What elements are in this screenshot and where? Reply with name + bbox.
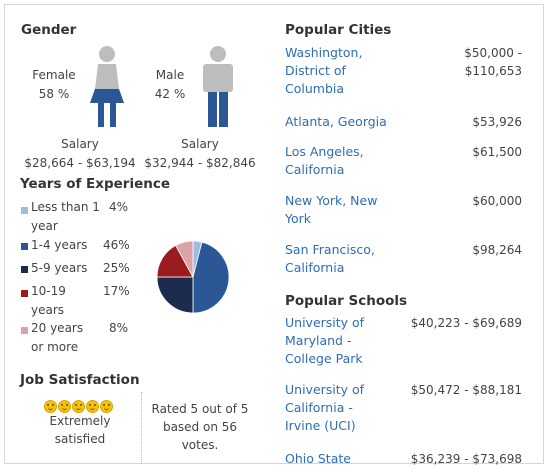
male-figure-icon	[203, 46, 233, 127]
school-name-line: University of	[285, 382, 365, 397]
city-name-line: District of	[285, 63, 346, 78]
city-salary-new-york: $60,000	[472, 194, 522, 208]
city-salary-atlanta: $53,926	[472, 115, 522, 129]
female-salary-label: Salary	[61, 137, 99, 151]
male-label: Male	[155, 68, 185, 82]
school-link-university-of-california-irvine[interactable]: University of California - Irvine (UCI)	[285, 381, 364, 435]
school-name-line: Irvine (UCI)	[285, 418, 356, 433]
city-name-line: York	[285, 211, 312, 226]
schools-heading: Popular Schools	[285, 293, 408, 309]
city-link-washington[interactable]: Washington, District of Columbia	[285, 44, 362, 98]
city-name-line: Washington,	[285, 45, 363, 60]
female-label: Female	[32, 68, 76, 82]
satisfaction-label-line1: Extremely	[49, 414, 111, 428]
city-link-los-angeles[interactable]: Los Angeles, California	[285, 143, 364, 179]
female-salary: $28,664 - $63,194	[24, 156, 136, 170]
female-head	[99, 46, 115, 62]
school-link-ohio-state[interactable]: Ohio State	[285, 451, 351, 466]
male-head	[210, 46, 226, 62]
city-name-line: California	[285, 260, 345, 275]
rating-text-line3: votes.	[181, 438, 219, 452]
city-name-line: San Francisco,	[285, 242, 375, 257]
legend-pct-10-19-years: 17%	[103, 284, 130, 298]
salary-line: $50,000 -	[464, 46, 522, 60]
city-name-line: New York, New	[285, 193, 378, 208]
experience-pie-chart	[156, 240, 230, 314]
divider	[141, 392, 142, 464]
rating-text-line2: based on 56	[162, 420, 238, 434]
male-leg-right	[219, 92, 228, 127]
male-leg-left	[208, 92, 217, 127]
legend-label-20-years-or-more: 20 years or more	[31, 321, 84, 354]
experience-heading: Years of Experience	[20, 176, 171, 192]
satisfaction-label-line2: satisfied	[54, 432, 106, 446]
female-skirt	[90, 89, 124, 103]
satisfaction-heading: Job Satisfaction	[20, 372, 140, 388]
male-salary-label: Salary	[181, 137, 219, 151]
smiley-icon-5	[100, 400, 113, 413]
legend-pct-20-years-or-more: 8%	[109, 321, 129, 335]
female-figure-icon	[90, 46, 124, 127]
gender-heading: Gender	[21, 22, 77, 38]
city-link-atlanta[interactable]: Atlanta, Georgia	[285, 114, 387, 129]
female-percent: 58 %	[38, 87, 70, 101]
legend-pct-less-than-1-year: 4%	[109, 200, 129, 214]
legend-label-1-4-years: 1-4 years	[31, 238, 88, 252]
smiley-icon-1	[44, 400, 57, 413]
legend-swatch-1-4-years	[21, 243, 28, 250]
legend-swatch-less-than-1-year	[21, 207, 28, 214]
city-salary-los-angeles: $61,500	[472, 145, 522, 159]
salary-line: $110,653	[464, 64, 522, 78]
legend-pct-1-4-years: 46%	[103, 238, 130, 252]
legend-label-10-19-years: 10-19 years	[31, 284, 66, 317]
school-salary-university-of-maryland: $40,223 - $69,689	[410, 316, 522, 330]
smiley-icon-4	[86, 400, 99, 413]
school-name-line: College Park	[285, 351, 363, 366]
smiley-icon-3	[72, 400, 85, 413]
pie-slice-1-4-years	[192, 241, 230, 314]
legend-swatch-5-9-years	[21, 266, 28, 273]
legend-swatch-20-years-or-more	[21, 327, 28, 334]
legend-label-5-9-years: 5-9 years	[31, 261, 88, 275]
city-name-line: Los Angeles,	[285, 144, 364, 159]
satisfaction-rating	[44, 398, 114, 417]
male-salary: $32,944 - $82,846	[144, 156, 256, 170]
school-salary-university-of-california-irvine: $50,472 - $88,181	[410, 383, 522, 397]
city-link-new-york[interactable]: New York, New York	[285, 192, 377, 228]
legend-label-less-than-1-year: Less than 1 year	[31, 200, 100, 233]
city-link-san-francisco[interactable]: San Francisco, California	[285, 241, 375, 277]
salary-panel	[4, 4, 544, 464]
school-name-line: California -	[285, 400, 353, 415]
female-leg-left	[98, 103, 104, 127]
school-name-line: University of	[285, 315, 365, 330]
rating-text-line1: Rated 5 out of 5	[151, 402, 249, 416]
legend-swatch-10-19-years	[21, 290, 28, 297]
cities-heading: Popular Cities	[285, 22, 392, 38]
city-salary-san-francisco: $98,264	[472, 243, 522, 257]
female-leg-right	[110, 103, 116, 127]
pie-slice-20-years-or-more	[175, 240, 194, 278]
pie-slice-5-9-years	[156, 276, 194, 314]
smiley-icon-2	[58, 400, 71, 413]
school-name-line: Maryland -	[285, 333, 352, 348]
legend-pct-5-9-years: 25%	[103, 261, 130, 275]
male-percent: 42 %	[154, 87, 186, 101]
school-salary-ohio-state: $36,239 - $73,698	[410, 452, 522, 466]
city-name-line: Columbia	[285, 81, 345, 96]
city-salary-washington: $50,000 - $110,653	[420, 44, 522, 80]
male-torso	[203, 64, 233, 92]
city-name-line: California	[285, 162, 345, 177]
school-link-university-of-maryland[interactable]: University of Maryland - College Park	[285, 314, 364, 368]
